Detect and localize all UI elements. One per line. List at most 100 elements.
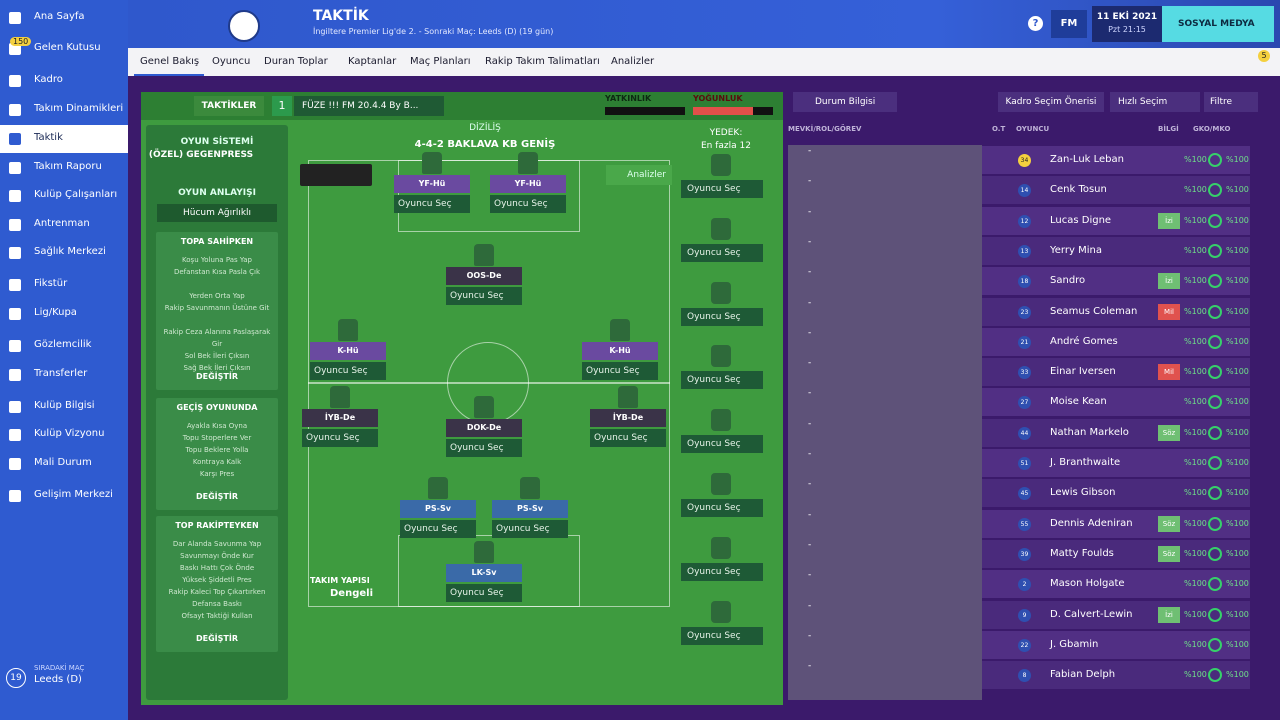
mko: %100 [1226,609,1249,619]
column-header[interactable]: MEVKİ/ROL/GÖREV [788,125,862,133]
tab[interactable]: Rakip Takım Talimatları [485,56,600,67]
sub-select[interactable]: Oyuncu Seç [681,499,763,517]
nav-item[interactable]: Takım Raporu [34,161,102,172]
quick-btn[interactable]: Hızlı Seçim [1110,92,1200,112]
role-label[interactable]: YF-Hü [490,175,566,193]
suggest-btn[interactable]: Kadro Seçim Önerisi [998,92,1104,112]
nav-item[interactable]: Mali Durum [34,457,92,468]
formation[interactable]: 4-4-2 BAKLAVA KB GENİŞ [414,139,556,150]
system[interactable]: (ÖZEL) GEGENPRESS [148,150,254,160]
role-label[interactable]: DOK-De [446,419,522,437]
sub-select[interactable]: Oyuncu Seç [681,180,763,198]
help[interactable]: ? [1028,16,1043,31]
sub-select[interactable]: Oyuncu Seç [681,626,763,645]
player-name[interactable]: Lewis Gibson [1050,487,1116,499]
column-header[interactable]: O.T [992,125,1006,133]
sub-select[interactable]: Oyuncu Seç [681,371,763,390]
fm[interactable]: FM [1051,10,1087,38]
nav-item[interactable]: Lig/Kupa [34,307,77,318]
nav-item[interactable]: Taktik [34,132,63,143]
tab[interactable]: Duran Toplar [264,56,328,67]
nav-item[interactable]: Gözlemcilik [34,339,92,350]
analysis[interactable]: Analizler [606,165,672,185]
view-toggle [300,164,372,186]
tactics-btn[interactable]: TAKTİKLER [194,96,264,116]
nav-item[interactable]: Kadro [34,74,63,85]
player-name[interactable]: Mason Holgate [1050,578,1125,590]
player-name[interactable]: Sandro [1050,275,1086,287]
player-select[interactable]: Oyuncu Seç [302,429,378,447]
role-label[interactable]: PS-Sv [400,500,476,518]
player-name[interactable]: Seamus Coleman [1050,305,1138,317]
role-label[interactable]: PS-Sv [492,500,568,518]
player-name[interactable]: Dennis Adeniran [1050,517,1133,529]
shirt-number: 34 [1018,154,1031,167]
role-label[interactable]: K-Hü [310,342,386,360]
nav-item[interactable]: Fikstür [34,278,68,289]
role-label[interactable]: K-Hü [582,342,658,360]
change-btn[interactable]: DEĞİŞTİR [195,372,238,381]
change-btn[interactable]: DEĞİŞTİR [195,492,238,501]
player-name[interactable]: Cenk Tosun [1050,184,1107,196]
player-name[interactable]: Nathan Markelo [1050,426,1129,438]
gko: %100 [1184,670,1207,680]
nav-icon [9,247,21,259]
player-name[interactable]: Yerry Mina [1050,244,1102,256]
player-name[interactable]: Matty Foulds [1050,547,1114,559]
sub-select[interactable]: Oyuncu Seç [681,435,763,454]
nav-item[interactable]: Takım Dinamikleri [34,103,124,114]
tab[interactable]: Kaptanlar [348,56,397,67]
column-header[interactable]: OYUNCU [1016,125,1050,133]
player-name[interactable]: J. Gbamin [1050,638,1099,650]
player-select[interactable]: Oyuncu Seç [400,520,476,538]
player-name[interactable]: Moise Kean [1050,396,1107,408]
nav-item[interactable]: Antrenman [34,218,90,229]
social[interactable]: SOSYAL MEDYA [1162,6,1274,42]
sub-select[interactable]: Oyuncu Seç [681,307,763,326]
view-btn[interactable]: Durum Bilgisi [793,92,897,112]
role-label[interactable]: YF-Hü [394,175,470,193]
nav-item[interactable]: Kulüp Vizyonu [34,428,105,439]
instruction: Defanstan Kısa Pasla Çık [173,268,261,276]
player-select[interactable]: Oyuncu Seç [590,429,666,447]
role-label[interactable]: İYB-De [302,409,378,427]
role-label[interactable]: LK-Sv [446,564,522,582]
player-name[interactable]: André Gomes [1050,335,1118,347]
role-label[interactable]: OOS-De [446,267,522,285]
nav-item[interactable]: Gelen Kutusu [34,42,101,53]
player-name[interactable]: Zan-Luk Leban [1050,154,1124,165]
player-select[interactable]: Oyuncu Seç [446,439,522,457]
player-select[interactable]: Oyuncu Seç [310,362,386,380]
player-select[interactable]: Oyuncu Seç [582,362,658,380]
player-name[interactable]: Fabian Delph [1050,669,1116,681]
sub-select[interactable]: Oyuncu Seç [681,562,763,581]
player-name[interactable]: J. Branthwaite [1050,457,1121,468]
nav-item[interactable]: Gelişim Merkezi [34,489,113,500]
column-header[interactable]: BİLGİ [1158,125,1179,133]
tab[interactable]: Oyuncu [212,56,251,67]
role-label[interactable]: İYB-De [590,409,666,427]
tab[interactable]: Maç Planları [410,56,471,67]
sub-select[interactable]: Oyuncu Seç [681,243,763,262]
filter-btn[interactable]: Filtre [1204,92,1258,112]
player-name[interactable]: D. Calvert-Lewin [1050,608,1133,620]
player-select[interactable]: Oyuncu Seç [446,584,522,602]
info-badge: Söz [1158,545,1180,562]
tab[interactable]: Analizler [611,56,655,67]
player-select[interactable]: Oyuncu Seç [490,195,566,213]
nav-item[interactable]: Sağlık Merkezi [34,246,106,257]
nav-item[interactable]: Transferler [34,368,88,379]
nav-item[interactable]: Kulüp Bilgisi [34,400,95,411]
tab[interactable]: Genel Bakış [140,56,200,67]
player-select[interactable]: Oyuncu Seç [492,520,568,538]
tactic-name[interactable]: FÜZE !!! FM 20.4.4 By B... [294,96,444,116]
player-name[interactable]: Einar Iversen [1050,366,1116,378]
player-select[interactable]: Oyuncu Seç [394,195,470,213]
player-name[interactable]: Lucas Digne [1050,214,1112,226]
nav-item[interactable]: Ana Sayfa [34,11,85,22]
nav-item[interactable]: Kulüp Çalışanları [34,189,118,200]
player-select[interactable]: Oyuncu Seç [446,287,522,305]
column-header[interactable]: GKO/MKO [1193,125,1231,133]
mentality[interactable]: Hücum Ağırlıklı [157,204,277,222]
change-btn[interactable]: DEĞİŞTİR [195,634,238,643]
